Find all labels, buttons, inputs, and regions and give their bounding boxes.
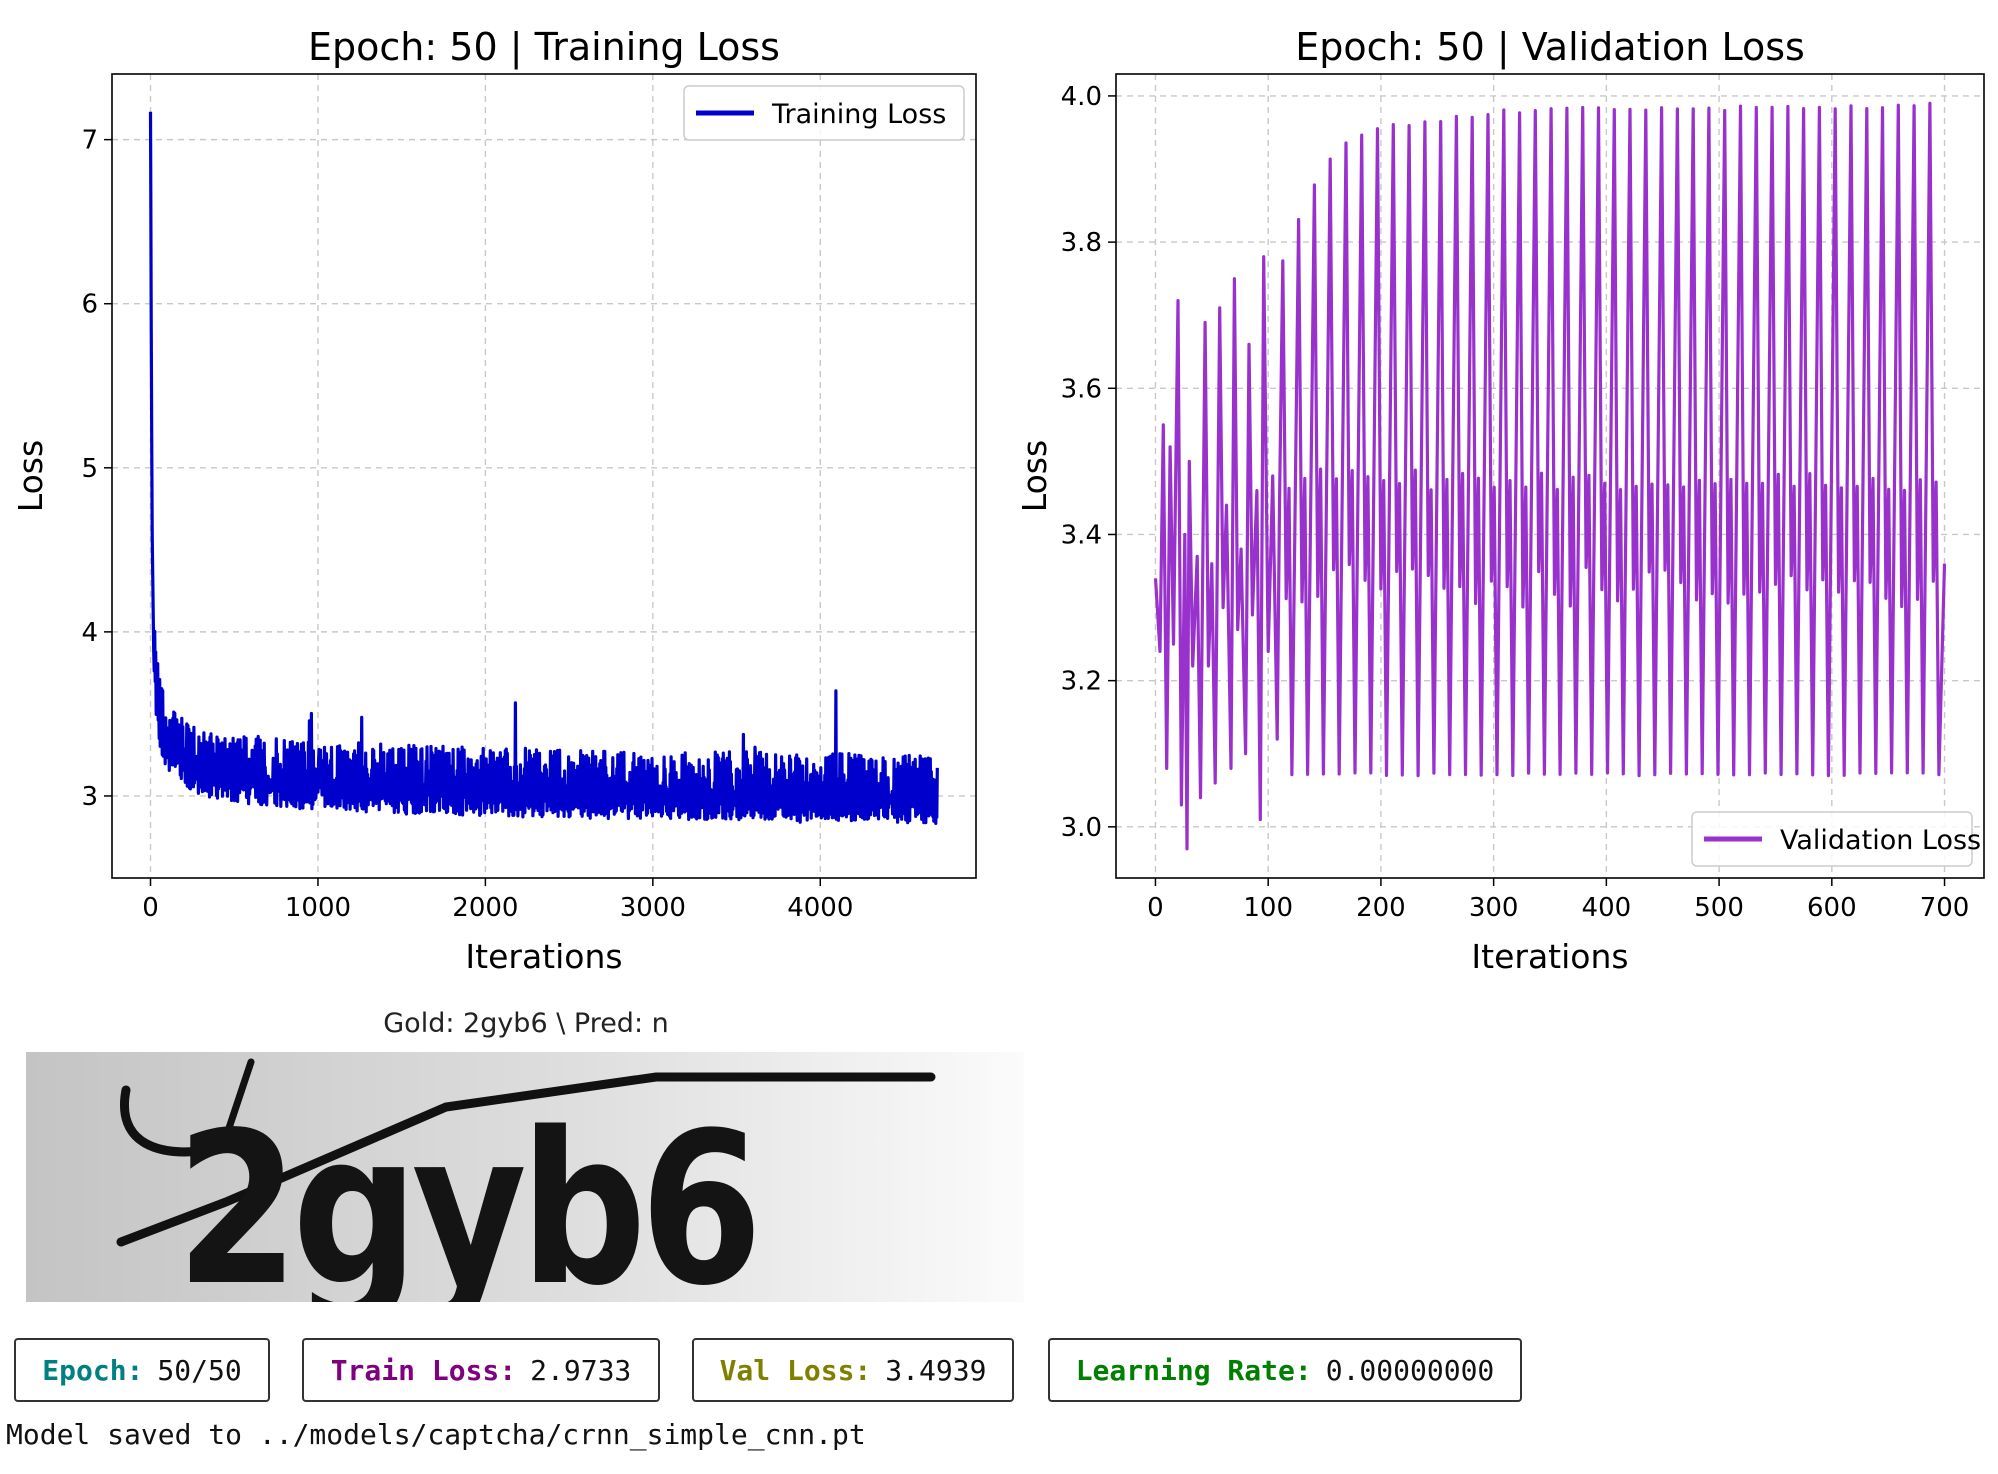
captcha-image: 2gyb6 <box>26 1052 1024 1302</box>
train-loss-label: Train Loss: <box>330 1353 517 1387</box>
epoch-box: Epoch: 50/50 <box>14 1338 270 1402</box>
x-tick-label: 300 <box>1469 893 1519 923</box>
epoch-label: Epoch: <box>42 1353 144 1387</box>
epoch-value: 50/50 <box>157 1353 242 1387</box>
y-tick-label: 4 <box>81 618 98 648</box>
x-tick-label: 100 <box>1243 893 1293 923</box>
learning-rate-label: Learning Rate: <box>1075 1353 1312 1387</box>
captcha-text: 2gyb6 <box>176 1087 756 1302</box>
y-tick-label: 4.0 <box>1061 82 1102 112</box>
val-loss-label: Val Loss: <box>719 1353 872 1387</box>
x-tick-label: 3000 <box>620 893 686 923</box>
val-loss-box: Val Loss: 3.4939 <box>692 1338 1014 1402</box>
y-tick-label: 6 <box>81 290 98 320</box>
x-axis-label: Iterations <box>465 937 622 976</box>
legend-label: Training Loss <box>771 99 946 130</box>
y-tick-label: 3.2 <box>1061 667 1102 697</box>
x-tick-label: 0 <box>1147 893 1164 923</box>
x-tick-label: 0 <box>142 893 159 923</box>
x-tick-label: 400 <box>1582 893 1632 923</box>
y-tick-label: 3.6 <box>1061 374 1102 404</box>
train-loss-value: 2.9733 <box>530 1353 632 1387</box>
plot-frame <box>111 73 977 879</box>
series-line-val <box>1153 101 1947 851</box>
y-tick-label: 3.0 <box>1061 813 1102 843</box>
x-tick-label: 500 <box>1694 893 1744 923</box>
y-tick-label: 3 <box>81 782 98 812</box>
x-tick-label: 4000 <box>787 893 853 923</box>
x-tick-label: 2000 <box>452 893 518 923</box>
chart-title: Epoch: 50 | Training Loss <box>308 25 780 70</box>
plot-frame <box>1115 73 1985 879</box>
legend: Validation Loss <box>1691 811 1981 867</box>
chart-train: 0 1000 2000 3000 4000 3 4 5 6 7 Epoch: 50 | Traini… <box>11 25 977 976</box>
train-loss-box: Train Loss: 2.9733 <box>302 1338 660 1402</box>
series-line-train <box>148 111 939 825</box>
y-axis-label: Loss <box>11 440 50 512</box>
val-loss-value: 3.4939 <box>885 1353 987 1387</box>
x-tick-label: 700 <box>1920 893 1970 923</box>
learning-rate-box: Learning Rate: 0.00000000 <box>1048 1338 1522 1402</box>
x-tick-label: 200 <box>1356 893 1406 923</box>
x-tick-label: 600 <box>1807 893 1857 923</box>
y-tick-label: 7 <box>81 126 98 156</box>
save-message: Model saved to ../models/captcha/crnn_si… <box>6 1418 866 1451</box>
y-tick-label: 3.8 <box>1061 228 1102 258</box>
learning-rate-value: 0.00000000 <box>1325 1353 1495 1387</box>
x-tick-label: 1000 <box>285 893 351 923</box>
chart-val: 0 100 200 300 400 500 600 700 3.0 3.2 3.4 3.6 3.8 4.0… <box>1015 25 1985 976</box>
chart-title: Epoch: 50 | Validation Loss <box>1295 25 1805 70</box>
legend-label: Validation Loss <box>1780 825 1981 856</box>
y-axis-label: Loss <box>1015 440 1054 512</box>
x-axis-label: Iterations <box>1471 937 1628 976</box>
y-tick-label: 5 <box>81 454 98 484</box>
captcha-title: Gold: 2gyb6 \ Pred: n <box>383 1008 669 1039</box>
legend: Training Loss <box>683 85 965 141</box>
y-tick-label: 3.4 <box>1061 520 1102 550</box>
